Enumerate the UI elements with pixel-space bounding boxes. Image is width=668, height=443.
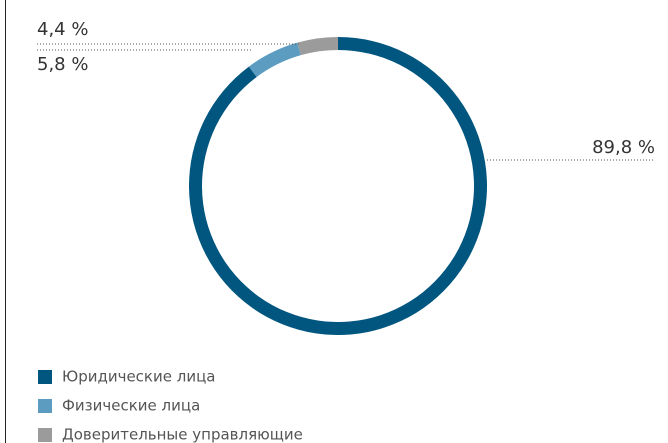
legend-label: Физические лица (62, 397, 200, 415)
legend-swatch (38, 428, 52, 442)
value-label: 4,4 % (37, 19, 88, 40)
legend-swatch (38, 399, 52, 413)
donut-segment (189, 37, 487, 335)
legend-label: Доверительные управляющие (62, 426, 303, 443)
donut-segment (248, 42, 301, 77)
donut-segment (297, 37, 338, 56)
value-label: 89,8 % (592, 137, 655, 158)
value-label: 5,8 % (37, 54, 88, 75)
legend-swatch (38, 370, 52, 384)
legend-label: Юридические лица (62, 368, 215, 386)
